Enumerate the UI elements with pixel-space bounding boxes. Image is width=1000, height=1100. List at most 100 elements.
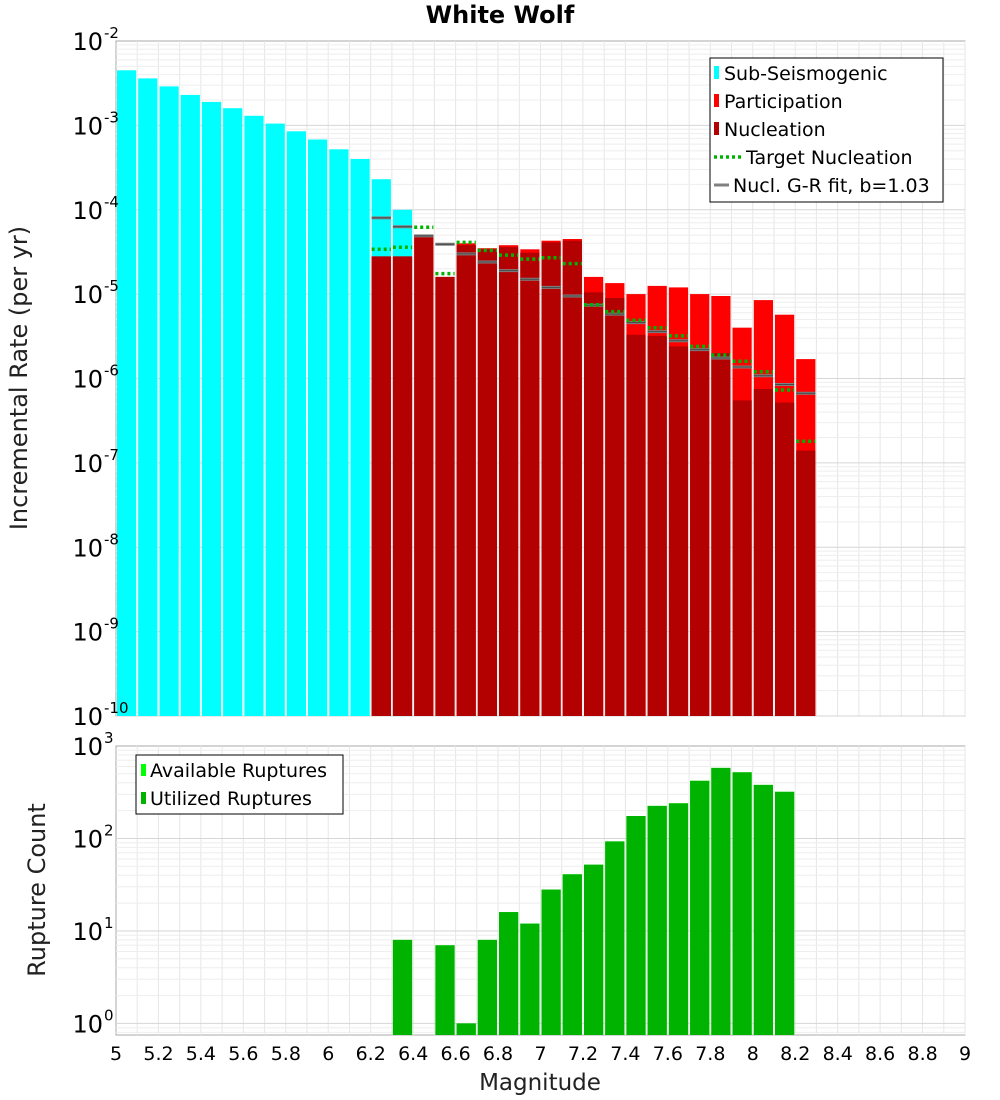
legend-swatch-participation [714,94,719,107]
bar-nucleation [477,249,497,717]
x-tick-label: 6.2 [356,1043,386,1065]
x-tick-label: 9 [959,1043,971,1065]
magnitude-tick-labels: 5 5.2 5.4 5.6 5.8 6 6.2 6.4 6.6 6.8 7 7.2 7.4 7.6 7.8 8… [110,1043,971,1065]
y-tick-exponent: 0 [104,1006,114,1024]
x-tick-label: 8 [747,1043,759,1065]
bar-nucleation [732,400,752,716]
x-tick-label: 6.4 [398,1043,428,1065]
y-tick-label: 10 [72,28,103,56]
bar-sub-seismogenic [265,123,285,717]
bar-nucleation [626,334,646,716]
bar-nucleation [456,245,476,716]
x-tick-label: 8.2 [780,1043,810,1065]
bar-nucleation [668,346,689,716]
legend-label-utilized: Utilized Ruptures [150,788,312,810]
bar-nucleation [541,242,561,716]
count-gridlines [116,746,966,1035]
x-tick-label: 8.4 [823,1043,853,1065]
x-tick-label: 7.8 [695,1043,725,1065]
legend-label-available: Available Ruptures [150,760,327,782]
legend-swatch-available [141,764,146,776]
y-tick-label: 10 [72,733,103,761]
bar-nucleation [605,298,625,716]
bar-utilized-ruptures [392,939,413,1035]
rate-panel: 10-210-310-410-510-610-710-810-910-10 In… [5,24,966,731]
rate-markers [371,216,816,444]
bar-utilized-ruptures [456,1023,476,1035]
x-tick-label: 8.8 [907,1043,937,1065]
x-tick-label: 8.6 [865,1043,895,1065]
count-y-axis-label: Rupture Count [23,803,51,977]
bar-nucleation [435,276,455,716]
bar-utilized-ruptures [732,772,752,1035]
y-tick-label: 10 [72,281,103,309]
bar-utilized-ruptures [753,784,773,1035]
x-tick-label: 7.6 [653,1043,683,1065]
y-tick-label: 10 [72,450,103,478]
y-tick-exponent: -9 [104,615,119,633]
bar-nucleation [371,256,391,716]
bar-utilized-ruptures [690,780,710,1035]
bar-sub-seismogenic [244,115,264,717]
bar-utilized-ruptures [668,803,689,1035]
bar-nucleation [520,252,540,716]
bar-utilized-ruptures [499,912,519,1035]
y-tick-label: 10 [72,112,103,140]
x-tick-label: 5.8 [271,1043,301,1065]
bar-nucleation [690,348,710,716]
bar-nucleation [562,240,582,716]
legend-swatch-utilized [141,792,146,804]
count-legend: Available Ruptures Utilized Ruptures [135,754,344,815]
bar-sub-seismogenic [350,159,370,716]
bar-sub-seismogenic [286,131,306,717]
rate-bars [117,70,816,717]
legend-label-nucleation: Nucleation [724,119,826,141]
y-tick-label: 10 [72,703,103,731]
bar-utilized-ruptures [775,791,795,1035]
rate-legend-box [709,57,944,203]
bar-nucleation [584,292,604,716]
bar-utilized-ruptures [541,889,561,1035]
y-tick-label: 10 [72,918,103,946]
bar-utilized-ruptures [435,945,455,1035]
legend-label-gr-fit: Nucl. G-R fit, b=1.03 [733,175,930,197]
bar-sub-seismogenic [138,78,158,716]
bar-nucleation [796,450,816,716]
bar-utilized-ruptures [520,923,540,1035]
x-tick-label: 6 [322,1043,334,1065]
y-tick-exponent: -3 [104,108,119,126]
y-tick-exponent: -7 [104,446,119,464]
y-tick-exponent: -6 [104,362,119,380]
bar-sub-seismogenic [180,94,200,716]
y-tick-label: 10 [72,534,103,562]
x-tick-label: 6.6 [440,1043,470,1065]
x-tick-label: 5.2 [143,1043,173,1065]
y-tick-exponent: -5 [104,277,119,295]
y-tick-exponent: -2 [104,24,119,42]
x-tick-label: 7 [534,1043,546,1065]
y-tick-exponent: -8 [104,530,119,548]
bar-sub-seismogenic [159,86,179,716]
bar-utilized-ruptures [584,864,604,1035]
y-tick-exponent: -4 [104,193,119,211]
bar-nucleation [499,247,519,716]
y-tick-exponent: 1 [104,914,114,932]
bar-nucleation [775,402,795,716]
x-tick-label: 6.8 [483,1043,513,1065]
bar-utilized-ruptures [477,939,497,1035]
legend-swatch-nucleation [714,122,719,135]
x-axis-label: Magnitude [479,1070,601,1096]
bar-sub-seismogenic [117,70,137,717]
bar-utilized-ruptures [647,805,667,1035]
legend-label-sub-seismogenic: Sub-Seismogenic [724,63,888,85]
y-tick-label: 10 [72,619,103,647]
x-tick-label: 5 [110,1043,122,1065]
y-tick-label: 10 [72,1010,103,1038]
x-tick-label: 7.4 [610,1043,640,1065]
rate-y-axis-label: Incremental Rate (per yr) [5,226,33,530]
bar-nucleation [392,256,413,716]
x-tick-label: 7.2 [568,1043,598,1065]
